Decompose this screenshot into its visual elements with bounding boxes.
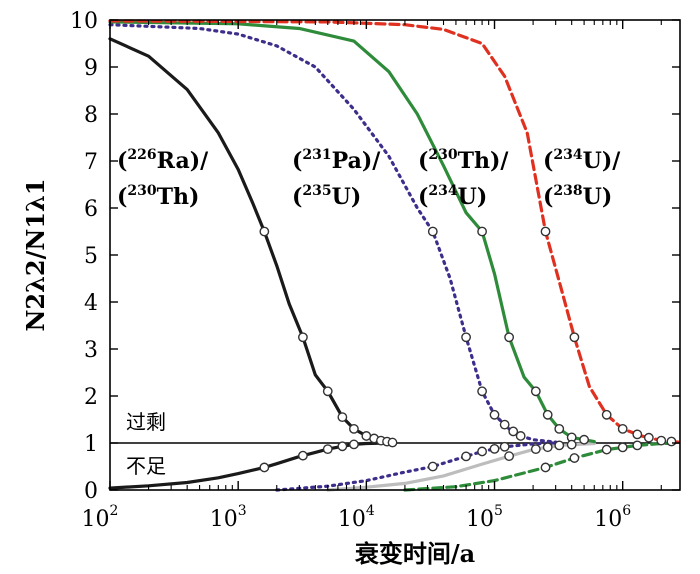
deficit-marker-2-2: [542, 442, 553, 453]
deficit-marker-0-1: [298, 450, 308, 461]
excess-marker-0-3: [337, 412, 348, 423]
deficit-marker-3-4: [632, 440, 643, 451]
deficit-marker-0-4: [349, 439, 359, 450]
excess-marker-1-3: [489, 409, 500, 420]
excess-marker-3-0: [540, 226, 551, 237]
excess-marker-3-5: [643, 432, 654, 443]
y-tick-label-4: 4: [84, 291, 98, 316]
series-label-2-line1: (230Th)/: [418, 147, 509, 174]
excess-marker-2-3: [542, 409, 553, 420]
excess-marker-3-6: [656, 435, 667, 446]
x-tick-label-2: 104: [338, 503, 375, 532]
excess-marker-3-3: [617, 423, 628, 434]
x-tick-label-4: 106: [594, 503, 631, 532]
y-tick-label-0: 0: [84, 479, 98, 504]
plot-area: 0 1 2 3 4 5 6 7 8 9 10 102 103 104 105 106 衰变时间/a N2λ2/N1…: [21, 9, 681, 568]
y-tick-label-3: 3: [84, 338, 98, 363]
series-label-0-line1: (226Ra)/: [117, 147, 209, 174]
excess-marker-1-2: [477, 386, 487, 397]
deficit-marker-0-0: [259, 462, 270, 473]
y-tick-label-9: 9: [84, 56, 98, 81]
deficit-marker-3-1: [569, 453, 580, 463]
x-tick-label-1: 103: [210, 503, 247, 532]
excess-marker-1-6: [515, 431, 526, 441]
deficit-marker-1-2: [477, 446, 487, 457]
x-axis-title: 衰变时间/a: [354, 539, 475, 568]
region-label-deficit: 不足: [126, 454, 166, 478]
excess-curve-3: [108, 19, 680, 444]
series-label-3-line1: (234U)/: [543, 147, 621, 174]
x-tick-label-0: 102: [82, 503, 119, 532]
excess-curve-1: [108, 23, 558, 444]
deficit-marker-3-2: [601, 444, 612, 455]
y-tick-label-2: 2: [84, 385, 98, 410]
plot-frame: [109, 19, 681, 491]
deficit-marker-3-3: [617, 442, 628, 453]
excess-marker-0-2: [322, 386, 333, 397]
deficit-marker-1-1: [461, 451, 471, 462]
deficit-marker-2-1: [530, 444, 541, 455]
excess-marker-3-7: [666, 436, 677, 447]
y-tick-label-10: 10: [70, 9, 98, 34]
excess-marker-2-0: [477, 226, 487, 237]
x-tick-label-3: 105: [466, 503, 503, 532]
series-label-0-line2: (230Th): [117, 183, 199, 210]
deficit-marker-0-3: [337, 441, 348, 452]
series-label-2-line2: (234U): [418, 183, 487, 210]
excess-marker-0-4: [349, 423, 359, 434]
region-label-excess: 过剩: [126, 410, 166, 434]
excess-marker-0-1: [298, 332, 308, 343]
excess-marker-2-4: [554, 423, 565, 434]
deficit-marker-1-0: [427, 461, 438, 472]
y-tick-label-6: 6: [84, 197, 98, 222]
deficit-marker-2-0: [504, 451, 515, 462]
series-label-1-line1: (231Pa)/: [292, 147, 381, 174]
deficit-curve-2: [326, 441, 596, 492]
excess-marker-1-0: [427, 226, 438, 237]
deficit-marker-1-3: [489, 443, 500, 454]
deficit-marker-1-4: [499, 441, 510, 452]
deficit-marker-2-3: [554, 440, 565, 451]
excess-marker-3-1: [569, 332, 580, 343]
excess-curve-0: [108, 37, 395, 445]
excess-marker-1-5: [508, 426, 519, 437]
excess-marker-3-2: [601, 409, 612, 420]
excess-marker-2-6: [579, 434, 590, 445]
excess-marker-2-2: [530, 386, 541, 397]
excess-marker-0-0: [259, 226, 270, 237]
excess-marker-1-1: [461, 332, 471, 343]
deficit-marker-2-4: [566, 439, 577, 450]
series-label-3-line2: (238U): [543, 183, 612, 210]
y-tick-label-7: 7: [84, 150, 98, 175]
y-tick-label-5: 5: [84, 244, 98, 269]
y-axis-title: N2λ2/N1λ1: [21, 178, 50, 331]
deficit-marker-3-0: [540, 462, 551, 473]
excess-marker-0-9: [387, 437, 398, 448]
y-tick-label-1: 1: [84, 432, 98, 457]
excess-marker-3-4: [632, 429, 643, 440]
series-label-1-line2: (235U): [292, 183, 361, 210]
excess-marker-1-4: [499, 419, 510, 430]
excess-marker-2-1: [504, 332, 515, 343]
deficit-marker-0-2: [322, 444, 333, 455]
y-tick-label-8: 8: [84, 103, 98, 128]
deficit-curve-1: [275, 441, 558, 492]
